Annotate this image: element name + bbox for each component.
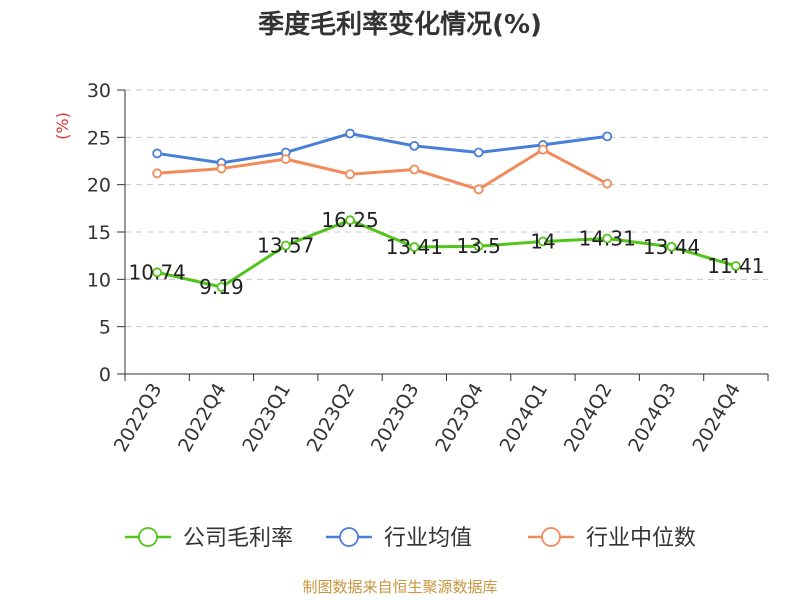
grid-lines xyxy=(125,89,768,328)
data-point xyxy=(602,131,613,142)
x-tick-label: 2023Q1 xyxy=(238,380,295,456)
y-tick-label: 0 xyxy=(99,364,111,386)
data-label: 14 xyxy=(530,229,555,253)
data-point xyxy=(473,241,484,252)
x-tick-label: 2023Q2 xyxy=(303,380,360,456)
x-tick-label: 2022Q3 xyxy=(110,380,167,456)
data-point xyxy=(666,241,677,252)
x-tick-label: 2024Q4 xyxy=(688,380,745,456)
data-point xyxy=(602,178,613,189)
data-label: 11.41 xyxy=(707,254,764,278)
data-point xyxy=(473,184,484,195)
data-point xyxy=(345,215,355,226)
data-label: 13.41 xyxy=(386,235,443,259)
data-point xyxy=(152,148,163,159)
legend-marker-0 xyxy=(138,527,158,547)
y-tick-label: 30 xyxy=(87,80,111,102)
data-point xyxy=(409,242,420,252)
x-tick-labels: 2022Q3 2022Q4 2023Q1 2023Q2 2023Q3 2023Q4 2024… xyxy=(110,380,745,456)
data-label: 10.74 xyxy=(129,260,186,284)
data-label: 13.44 xyxy=(643,235,700,259)
y-tick-label: 10 xyxy=(87,269,111,291)
chart-title: 季度毛利率变化情况(%) xyxy=(258,10,542,40)
x-tick-label: 2024Q2 xyxy=(560,380,617,456)
data-point xyxy=(602,233,613,244)
data-labels: 10.74 9.19 13.57 16.25 13.41 13.5 14 14.31 13.44… xyxy=(129,208,765,299)
y-axis-label: (%) xyxy=(53,112,72,140)
data-point xyxy=(538,144,548,155)
legend: 公司毛利率 行业均值 行业中位数 xyxy=(125,526,696,551)
legend-label-2: 行业中位数 xyxy=(586,526,696,551)
series-line-0 xyxy=(156,218,737,289)
data-point xyxy=(409,164,420,175)
legend-marker-2 xyxy=(541,527,561,547)
x-tick-label: 2022Q4 xyxy=(174,380,231,456)
series-line-2 xyxy=(157,148,608,191)
x-tick-label: 2024Q1 xyxy=(496,380,553,456)
data-label: 13.57 xyxy=(257,234,314,258)
legend-label-0: 公司毛利率 xyxy=(183,526,293,551)
data-label: 13.5 xyxy=(456,234,501,258)
series-points xyxy=(152,128,741,292)
data-point xyxy=(152,168,163,179)
data-label: 16.25 xyxy=(321,208,378,232)
data-label: 9.19 xyxy=(199,275,244,299)
axes xyxy=(117,89,769,381)
data-point xyxy=(473,147,484,158)
data-point xyxy=(216,282,227,292)
legend-marker-1 xyxy=(339,527,359,547)
data-point xyxy=(280,154,291,165)
y-tick-label: 5 xyxy=(99,317,111,339)
data-point xyxy=(730,261,741,271)
legend-label-1: 行业均值 xyxy=(384,526,472,551)
y-tick-label: 20 xyxy=(87,175,111,197)
data-point xyxy=(409,140,420,151)
x-tick-label: 2023Q4 xyxy=(431,380,488,456)
y-tick-labels: 0 5 10 15 20 25 30 xyxy=(87,80,111,386)
series-lines xyxy=(156,132,737,289)
x-tick-label: 2023Q3 xyxy=(367,380,424,456)
data-point xyxy=(345,169,355,180)
data-point xyxy=(216,163,227,174)
data-label: 14.31 xyxy=(579,227,636,251)
data-point xyxy=(345,128,355,139)
y-tick-label: 25 xyxy=(87,127,111,149)
x-tick-label: 2024Q3 xyxy=(624,380,681,456)
data-point xyxy=(280,240,291,251)
data-point xyxy=(538,236,548,247)
y-tick-label: 15 xyxy=(87,222,111,244)
data-point xyxy=(152,267,163,278)
source-note: 制图数据来自恒生聚源数据库 xyxy=(302,578,498,596)
series-line-1 xyxy=(156,132,608,165)
